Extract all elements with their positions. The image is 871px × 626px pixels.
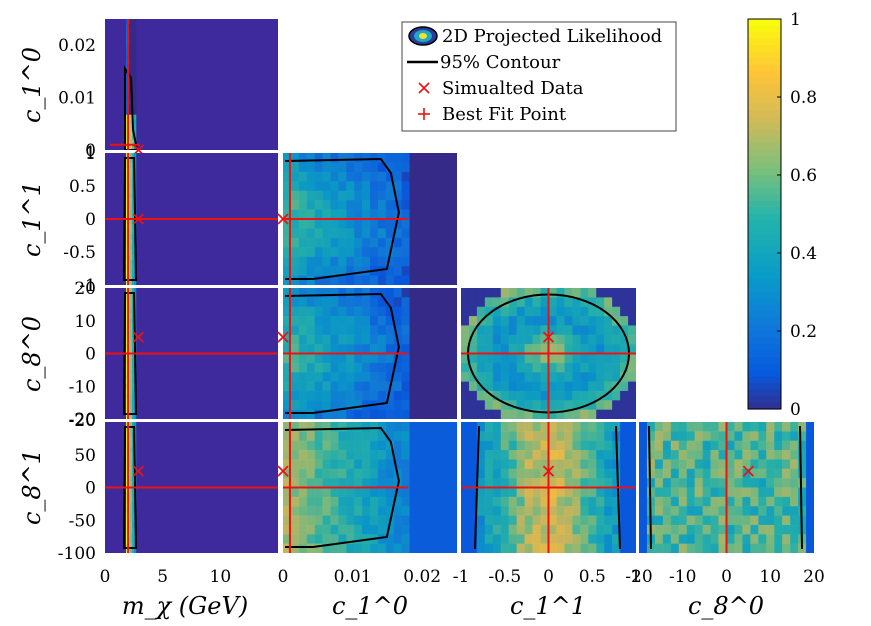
simulated-data-marker <box>132 213 145 225</box>
x-tick-label: -20 <box>625 567 652 587</box>
panel-c10-c81 <box>277 422 457 553</box>
x-tick-label: -0.5 <box>488 567 521 587</box>
contour-95 <box>648 425 803 550</box>
simulated-data-marker <box>542 465 555 477</box>
likelihood-legend-icon <box>408 26 438 46</box>
simulated-data-marker <box>277 331 289 343</box>
y-tick-label: 0 <box>85 345 96 365</box>
x-tick-label: 0 <box>721 567 732 587</box>
colorbar-tick-label: 0 <box>790 400 801 420</box>
y-tick-label: 10 <box>74 312 96 332</box>
legend-label: Simualted Data <box>442 78 584 99</box>
colorbar-tick-label: 0.2 <box>790 322 817 342</box>
panel-mchi-c81 <box>105 422 278 553</box>
x-tick-label: -1 <box>453 567 470 587</box>
y-tick-label: -20 <box>69 411 96 431</box>
y-tick-label: -50 <box>69 511 96 531</box>
simulated-data-marker <box>542 331 555 343</box>
simulated-data-marker <box>132 465 145 477</box>
y-tick-label: 0.01 <box>58 89 96 109</box>
x-tick-label: 0.5 <box>579 567 606 587</box>
simulated-data-marker <box>132 331 145 343</box>
y-axis-label: c_1^1 <box>18 181 46 257</box>
simulated-data-marker <box>277 465 289 477</box>
simulated-data-marker <box>277 213 289 225</box>
x-axis-label: c_1^1 <box>510 592 586 620</box>
likelihood-density <box>639 422 814 553</box>
legend-label: Best Fit Point <box>442 104 567 125</box>
x-tick-label: 0 <box>543 567 554 587</box>
contour-95 <box>123 292 138 415</box>
likelihood-density <box>126 19 137 150</box>
best-fit-legend-icon <box>418 108 430 120</box>
colorbar: 0 0.2 0.4 0.6 0.8 1 <box>747 10 817 420</box>
legend-label: 2D Projected Likelihood <box>442 26 662 47</box>
legend: 2D Projected Likelihood 95% Contour Simual… <box>401 21 677 132</box>
contour-95 <box>284 157 400 280</box>
y-axis-label: c_8^1 <box>18 449 46 525</box>
colorbar-tick-label: 0.6 <box>790 166 817 186</box>
x-tick-label: 1 <box>631 567 642 587</box>
contour-95 <box>123 157 138 281</box>
x-tick-label: 20 <box>803 567 825 587</box>
x-axis-label: c_1^0 <box>332 592 408 620</box>
simulated-legend-icon <box>418 82 430 94</box>
contour-95 <box>284 292 400 414</box>
y-tick-label: 0 <box>85 210 96 230</box>
y-tick-label: 20 <box>74 279 96 299</box>
y-tick-label: -1 <box>79 276 96 296</box>
colorbar-tick-label: 0.4 <box>790 244 817 264</box>
y-axis-label: c_8^0 <box>18 316 46 392</box>
x-axis-label: c_8^0 <box>688 592 764 620</box>
x-tick-label: 0 <box>100 567 111 587</box>
simulated-data-marker <box>742 465 755 477</box>
x-tick-label: 0.02 <box>403 567 441 587</box>
y-tick-label: -0.5 <box>63 243 96 263</box>
colorbar-tick-label: 0.8 <box>790 88 817 108</box>
y-tick-label: 0.02 <box>58 36 96 56</box>
x-tick-label: 10 <box>759 567 781 587</box>
y-tick-label: 0 <box>85 479 96 499</box>
y-axis-label: c_1^0 <box>18 47 46 123</box>
panel-c10-c11 <box>277 153 457 285</box>
likelihood-density <box>461 288 636 419</box>
x-tick-label: 5 <box>157 567 168 587</box>
x-axis-label: m_χ (GeV) <box>122 592 248 620</box>
likelihood-density <box>283 288 457 419</box>
panel-mchi-c80 <box>105 288 278 419</box>
x-tick-label: 10 <box>210 567 232 587</box>
contour-95 <box>284 426 400 548</box>
contour-95 <box>123 426 138 549</box>
x-tick-label: 0 <box>278 567 289 587</box>
y-tick-label: 50 <box>74 446 96 466</box>
likelihood-density <box>283 153 457 285</box>
panel-c80-c81 <box>639 422 814 553</box>
likelihood-density <box>283 422 457 553</box>
y-tick-label: 1 <box>85 143 96 163</box>
y-tick-label: -1 <box>79 276 96 296</box>
colorbar-tick-label: 1 <box>790 10 801 30</box>
panel-c10-c80 <box>277 288 457 419</box>
legend-label: 95% Contour <box>440 52 561 73</box>
y-tick-label: -100 <box>58 544 96 564</box>
panel-mchi-c10 <box>105 19 278 156</box>
y-tick-label: 0 <box>85 141 96 161</box>
contour-95 <box>124 65 139 150</box>
y-tick-label: -10 <box>69 377 96 397</box>
y-tick-label: 1 <box>85 144 96 164</box>
panel-mchi-c11 <box>105 153 278 285</box>
panel-c11-c81 <box>461 422 636 553</box>
y-tick-label: 0.5 <box>69 177 96 197</box>
x-tick-label: -10 <box>669 567 696 587</box>
panel-c11-c80 <box>461 288 636 419</box>
y-tick-label: -20 <box>69 410 96 430</box>
x-tick-label: 0.01 <box>334 567 372 587</box>
